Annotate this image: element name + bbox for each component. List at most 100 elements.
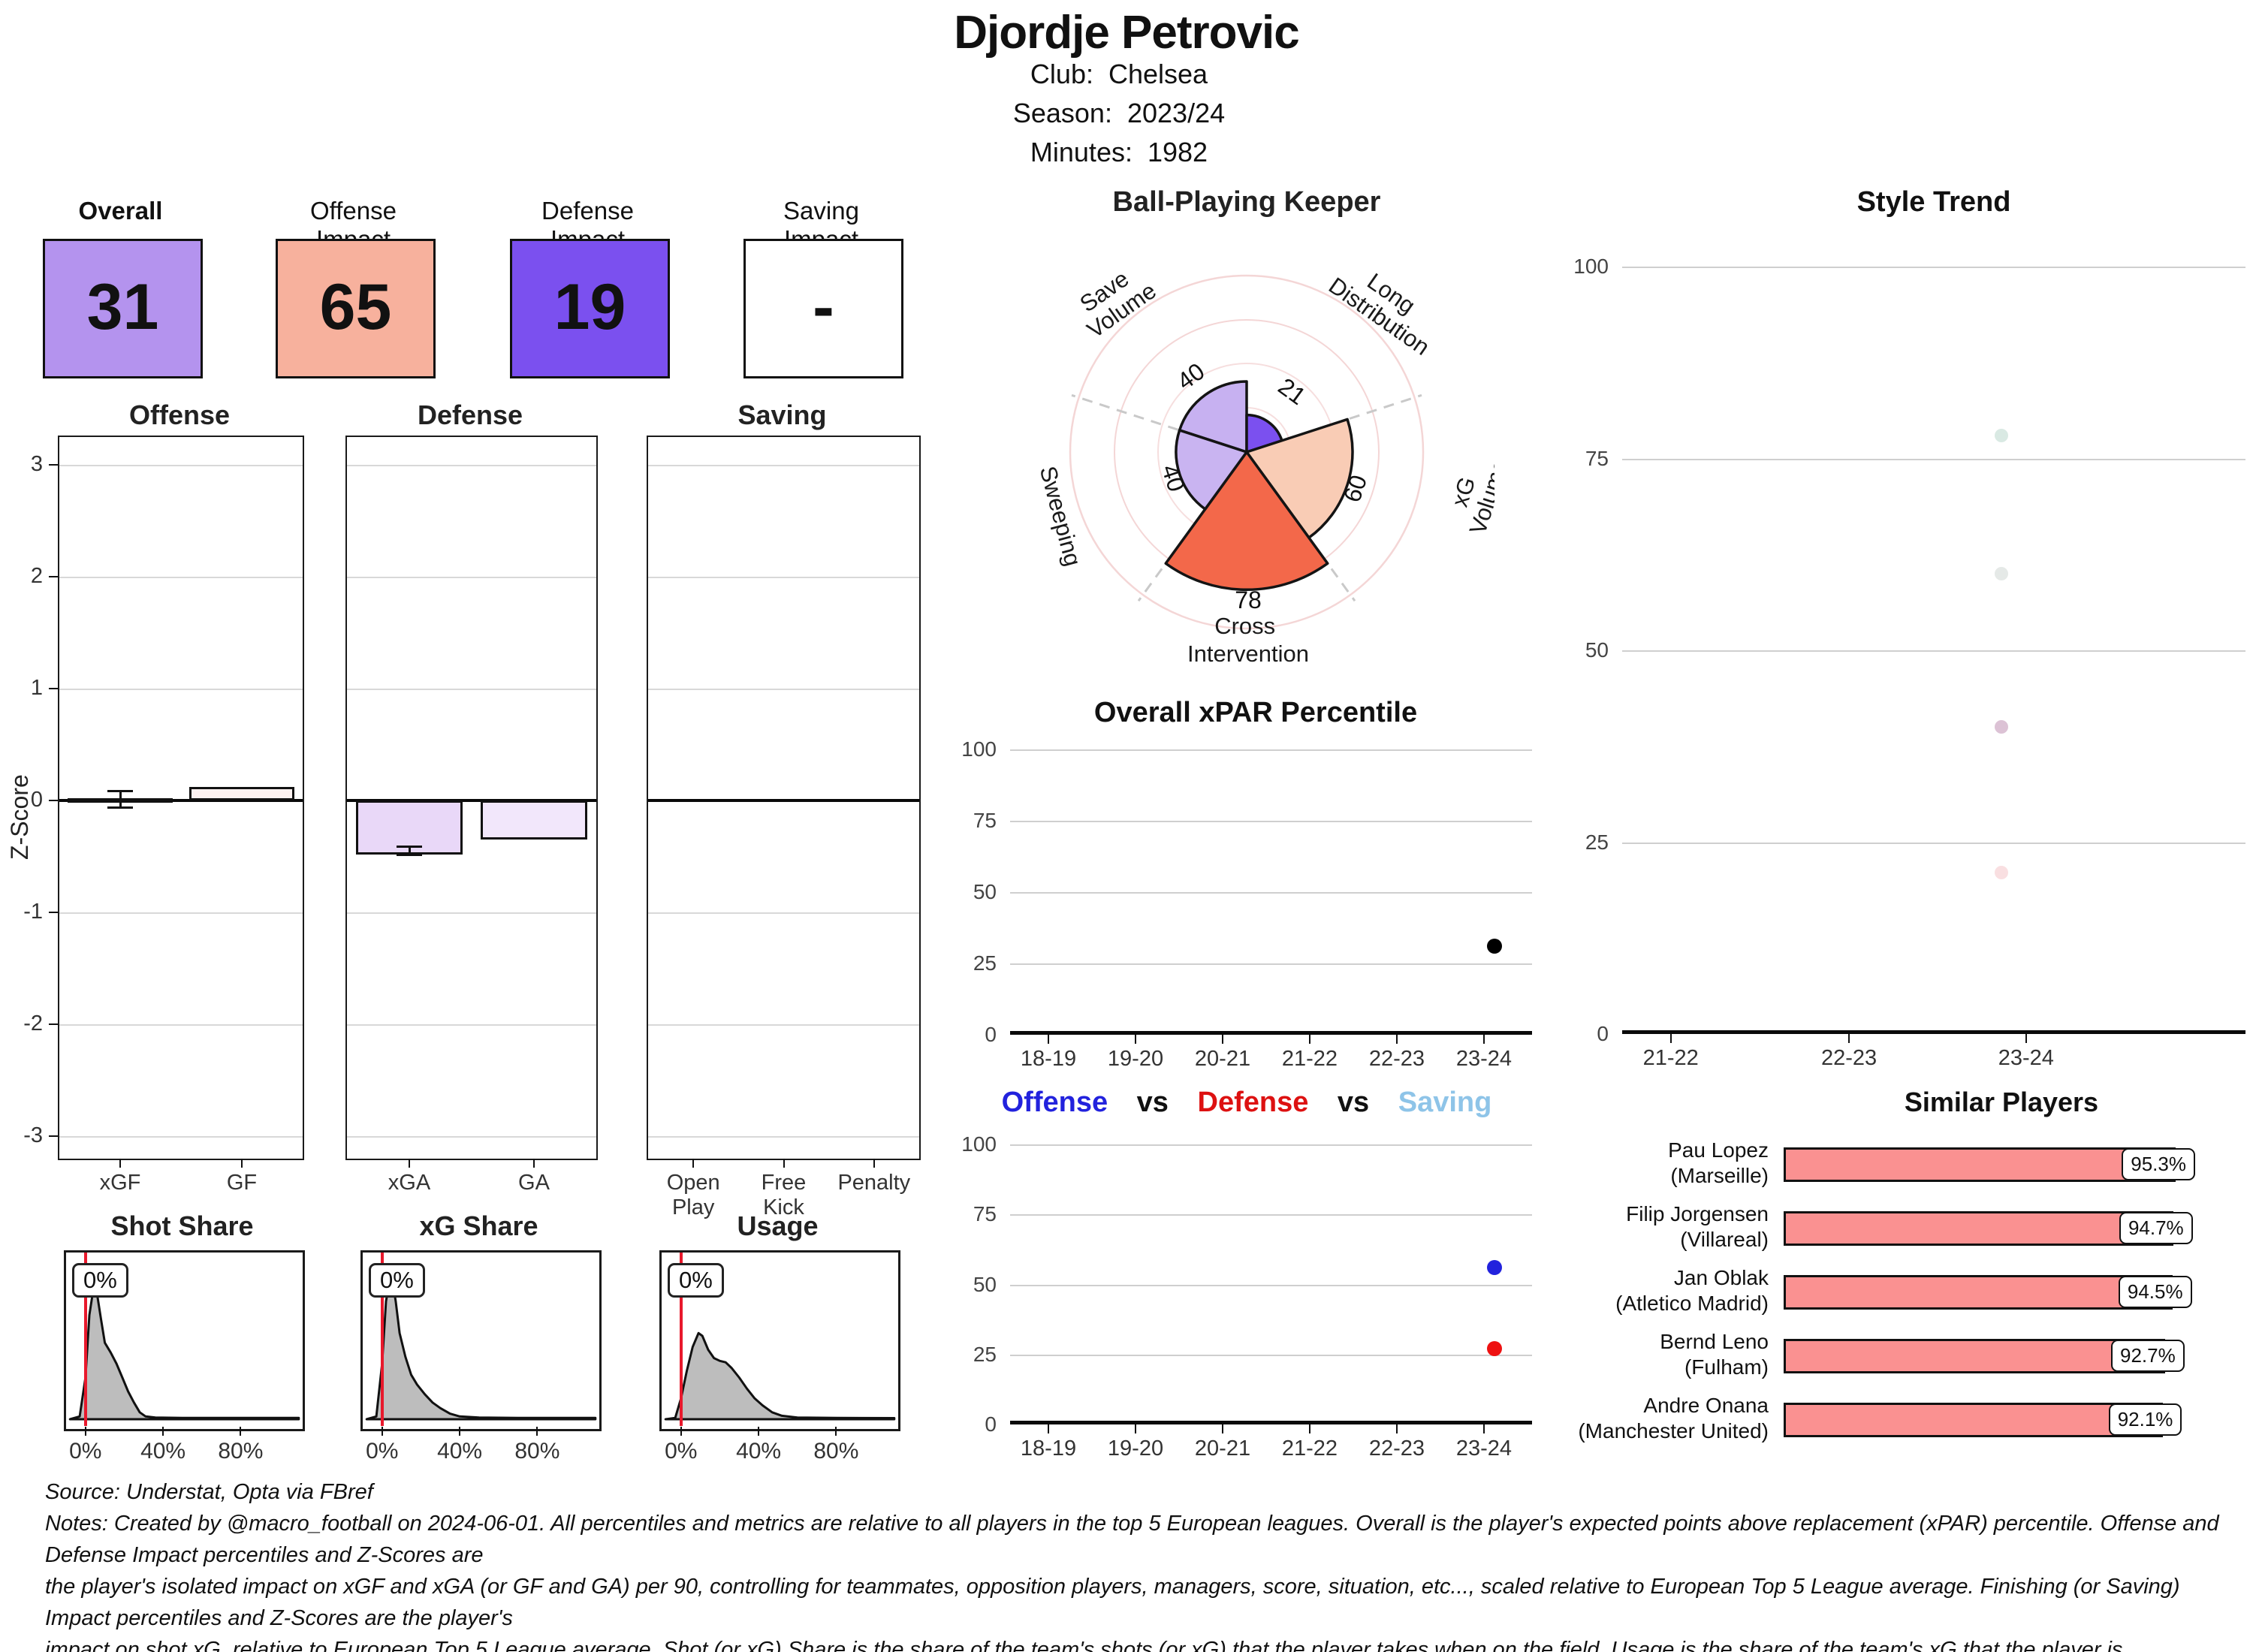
y-tick-label: 100: [961, 737, 997, 761]
similarity-value-badge: 95.3%: [2122, 1148, 2195, 1180]
season-label-21-22: 21-22: [1281, 1436, 1338, 1461]
shot-share-density: [68, 1289, 300, 1421]
x-tick: [692, 1159, 695, 1168]
x-tick: [84, 1427, 86, 1436]
season-label-23-24: 23-24: [1455, 1436, 1513, 1461]
offense-zscore-chart: xGF GF 3 2 1 0 -1 -2 -3: [23, 436, 304, 1195]
x-tick: [1395, 1424, 1398, 1433]
xg-share-marker-label: 0%: [369, 1263, 425, 1298]
x-axis-line: [1010, 1031, 1532, 1035]
club-line: Club: Chelsea: [751, 59, 1487, 90]
player-name: Pau Lopez: [1668, 1138, 1769, 1162]
similarity-value-badge: 94.5%: [2118, 1276, 2192, 1308]
y-tick-label: 0: [985, 1412, 997, 1436]
x-tick: [1135, 1424, 1136, 1433]
zero-line: [59, 799, 303, 802]
overall-score-card: 31: [43, 239, 203, 378]
x-tick-label: 0%: [665, 1439, 698, 1464]
data-point-save-volume-sweeping: [1994, 720, 2008, 734]
usage-marker-label: 0%: [668, 1263, 724, 1298]
x-tick: [1308, 1035, 1310, 1044]
y-tick: [49, 576, 58, 577]
x-tick: [241, 1159, 243, 1168]
x-axis-line: [1622, 1030, 2245, 1034]
x-tick-label: 40%: [140, 1439, 186, 1464]
radar-chart: 40 21 60 78 40 Save Volume Long Distribu…: [1035, 265, 1494, 667]
y-tick-label: 75: [973, 809, 997, 832]
ovd-title-offense: Offense: [1001, 1087, 1108, 1118]
gridline-z-2: [59, 1024, 303, 1026]
gridline-50: [1622, 650, 2245, 652]
x-tick: [240, 1427, 242, 1436]
category-label-Free Kick: Free Kick: [761, 1171, 807, 1219]
x-tick: [1308, 1424, 1310, 1433]
data-point-xg-volume: [1994, 566, 2008, 580]
saving-impact-card: -: [743, 239, 903, 378]
shot-share-chart: 0% 0% 40% 80%: [64, 1250, 305, 1464]
season-label-21-22: 21-22: [1281, 1047, 1338, 1071]
x-axis-line: [1010, 1421, 1532, 1424]
x-tick: [1482, 1035, 1485, 1044]
player-name: Bernd Leno: [1660, 1330, 1769, 1353]
gridline-z-2: [648, 1024, 919, 1026]
gridline-z2: [59, 577, 303, 578]
y-tick-label: 25: [973, 1342, 997, 1366]
usage-title: Usage: [737, 1210, 819, 1241]
error-bar-cap: [397, 846, 422, 849]
page-title: Djordje Petrovic: [954, 7, 1299, 59]
save-volume-value: 40: [1172, 357, 1210, 395]
y-tick: [49, 800, 58, 801]
zero-line: [347, 799, 596, 802]
player-club: (Fulham): [1684, 1355, 1769, 1379]
zero-line: [648, 799, 919, 802]
y-tick-label: -2: [23, 1011, 43, 1036]
gridline-100: [1010, 749, 1532, 751]
xg-volume-axis-label: xG Volume: [1440, 448, 1494, 538]
x-tick: [873, 1159, 875, 1168]
x-tick: [459, 1427, 461, 1436]
gridline-50: [1010, 892, 1532, 894]
xg-volume-wedge: [1245, 418, 1354, 539]
notes-block: Notes: Created by @macro_football on 202…: [45, 1508, 2230, 1652]
data-point-offense: [1486, 1260, 1502, 1276]
season-label: Season:: [1012, 98, 1112, 128]
x-tick-label: 0%: [69, 1439, 102, 1464]
error-bar-line: [119, 790, 122, 809]
gridline-z-1: [648, 912, 919, 914]
ovd-title-defense: Defense: [1197, 1087, 1309, 1118]
season-label-20-21: 20-21: [1194, 1436, 1251, 1461]
x-tick: [1222, 1424, 1223, 1433]
x-tick: [680, 1427, 682, 1436]
defense-impact-card: 19: [510, 239, 670, 378]
y-tick-label: 100: [1573, 255, 1609, 278]
x-tick: [1222, 1035, 1223, 1044]
y-tick-label: 3: [30, 452, 43, 476]
ovd-title-vs2: vs: [1337, 1087, 1370, 1118]
similarity-bar: [1784, 1403, 2163, 1437]
usage-chart: 0% 0% 40% 80%: [659, 1250, 900, 1464]
similarity-bar: [1784, 1211, 2173, 1246]
offense-defense-saving-chart: 100 75 50 25 0 18-19 19-20 20-21 21-22 22-23 23-24: [961, 1132, 1532, 1461]
similar-player-name: Jan Oblak (Atletico Madrid): [1543, 1265, 1769, 1316]
y-tick: [49, 1023, 58, 1025]
similar-players-title: Similar Players: [1904, 1087, 2099, 1117]
x-tick: [835, 1427, 837, 1436]
y-tick-label: -3: [23, 1123, 43, 1147]
category-label-GF: GF: [226, 1171, 258, 1195]
season-label-23-24: 23-24: [1455, 1047, 1513, 1071]
player-name: Jan Oblak: [1673, 1266, 1769, 1289]
gridline-100: [1010, 1144, 1532, 1146]
gridline-z2: [347, 577, 596, 578]
gridline-75: [1010, 821, 1532, 822]
long-distribution-value: 21: [1273, 372, 1310, 410]
gridline-75: [1622, 458, 2245, 460]
similar-player-name: Andre Onana (Manchester United): [1543, 1393, 1769, 1444]
x-tick-label: 40%: [437, 1439, 483, 1464]
radar-title: Ball-Playing Keeper: [1112, 186, 1381, 218]
season-label-20-21: 20-21: [1194, 1047, 1251, 1071]
similar-player-name: Bernd Leno (Fulham): [1543, 1329, 1769, 1380]
season-label-22-23: 22-23: [1368, 1436, 1425, 1461]
gridline-z1: [59, 689, 303, 690]
season-label-18-19: 18-19: [1020, 1436, 1077, 1461]
y-tick-label: 100: [961, 1132, 997, 1156]
